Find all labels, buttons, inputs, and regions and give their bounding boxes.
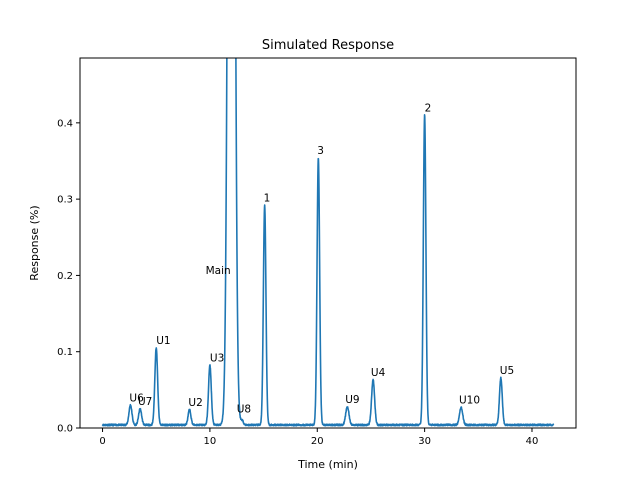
x-tick-label: 30: [418, 436, 431, 447]
peak-label: U8: [237, 404, 251, 416]
peak-label: 3: [317, 145, 324, 157]
y-tick-label: 0.0: [57, 424, 73, 435]
x-tick-label: 40: [526, 436, 539, 447]
peak-label: U1: [156, 335, 170, 347]
peak-label: 2: [425, 102, 432, 114]
chart-title: Simulated Response: [262, 38, 394, 53]
peak-label: U4: [371, 367, 386, 379]
x-tick-label: 20: [311, 436, 324, 447]
x-tick-label: 0: [99, 436, 105, 447]
y-tick-label: 0.2: [57, 271, 73, 282]
plot-frame: [79, 57, 577, 429]
peak-label: U10: [459, 395, 480, 407]
plot-area: [80, 58, 576, 428]
peak-label: U6: [129, 392, 144, 404]
y-tick-label: 0.1: [57, 347, 73, 358]
data-layer: [101, 58, 555, 427]
y-axis-ticks: 0.0 0.1 0.2 0.3 0.4: [57, 118, 80, 435]
peak-label: U5: [500, 365, 514, 377]
x-axis-ticks: 0 10 20 30 40: [99, 428, 538, 447]
y-tick-label: 0.3: [57, 195, 73, 206]
y-axis-label: Response (%): [28, 205, 41, 280]
peak-label: 1: [264, 192, 271, 204]
response-series-line: [101, 58, 555, 427]
y-tick-label: 0.4: [57, 118, 73, 129]
x-axis-label: Time (min): [297, 458, 358, 471]
peak-label: U7: [138, 396, 152, 408]
peak-label: U3: [210, 353, 224, 365]
peak-label: U9: [345, 394, 359, 406]
peak-label: U2: [188, 397, 202, 409]
x-tick-label: 10: [204, 436, 217, 447]
peak-label: Main: [206, 265, 231, 277]
